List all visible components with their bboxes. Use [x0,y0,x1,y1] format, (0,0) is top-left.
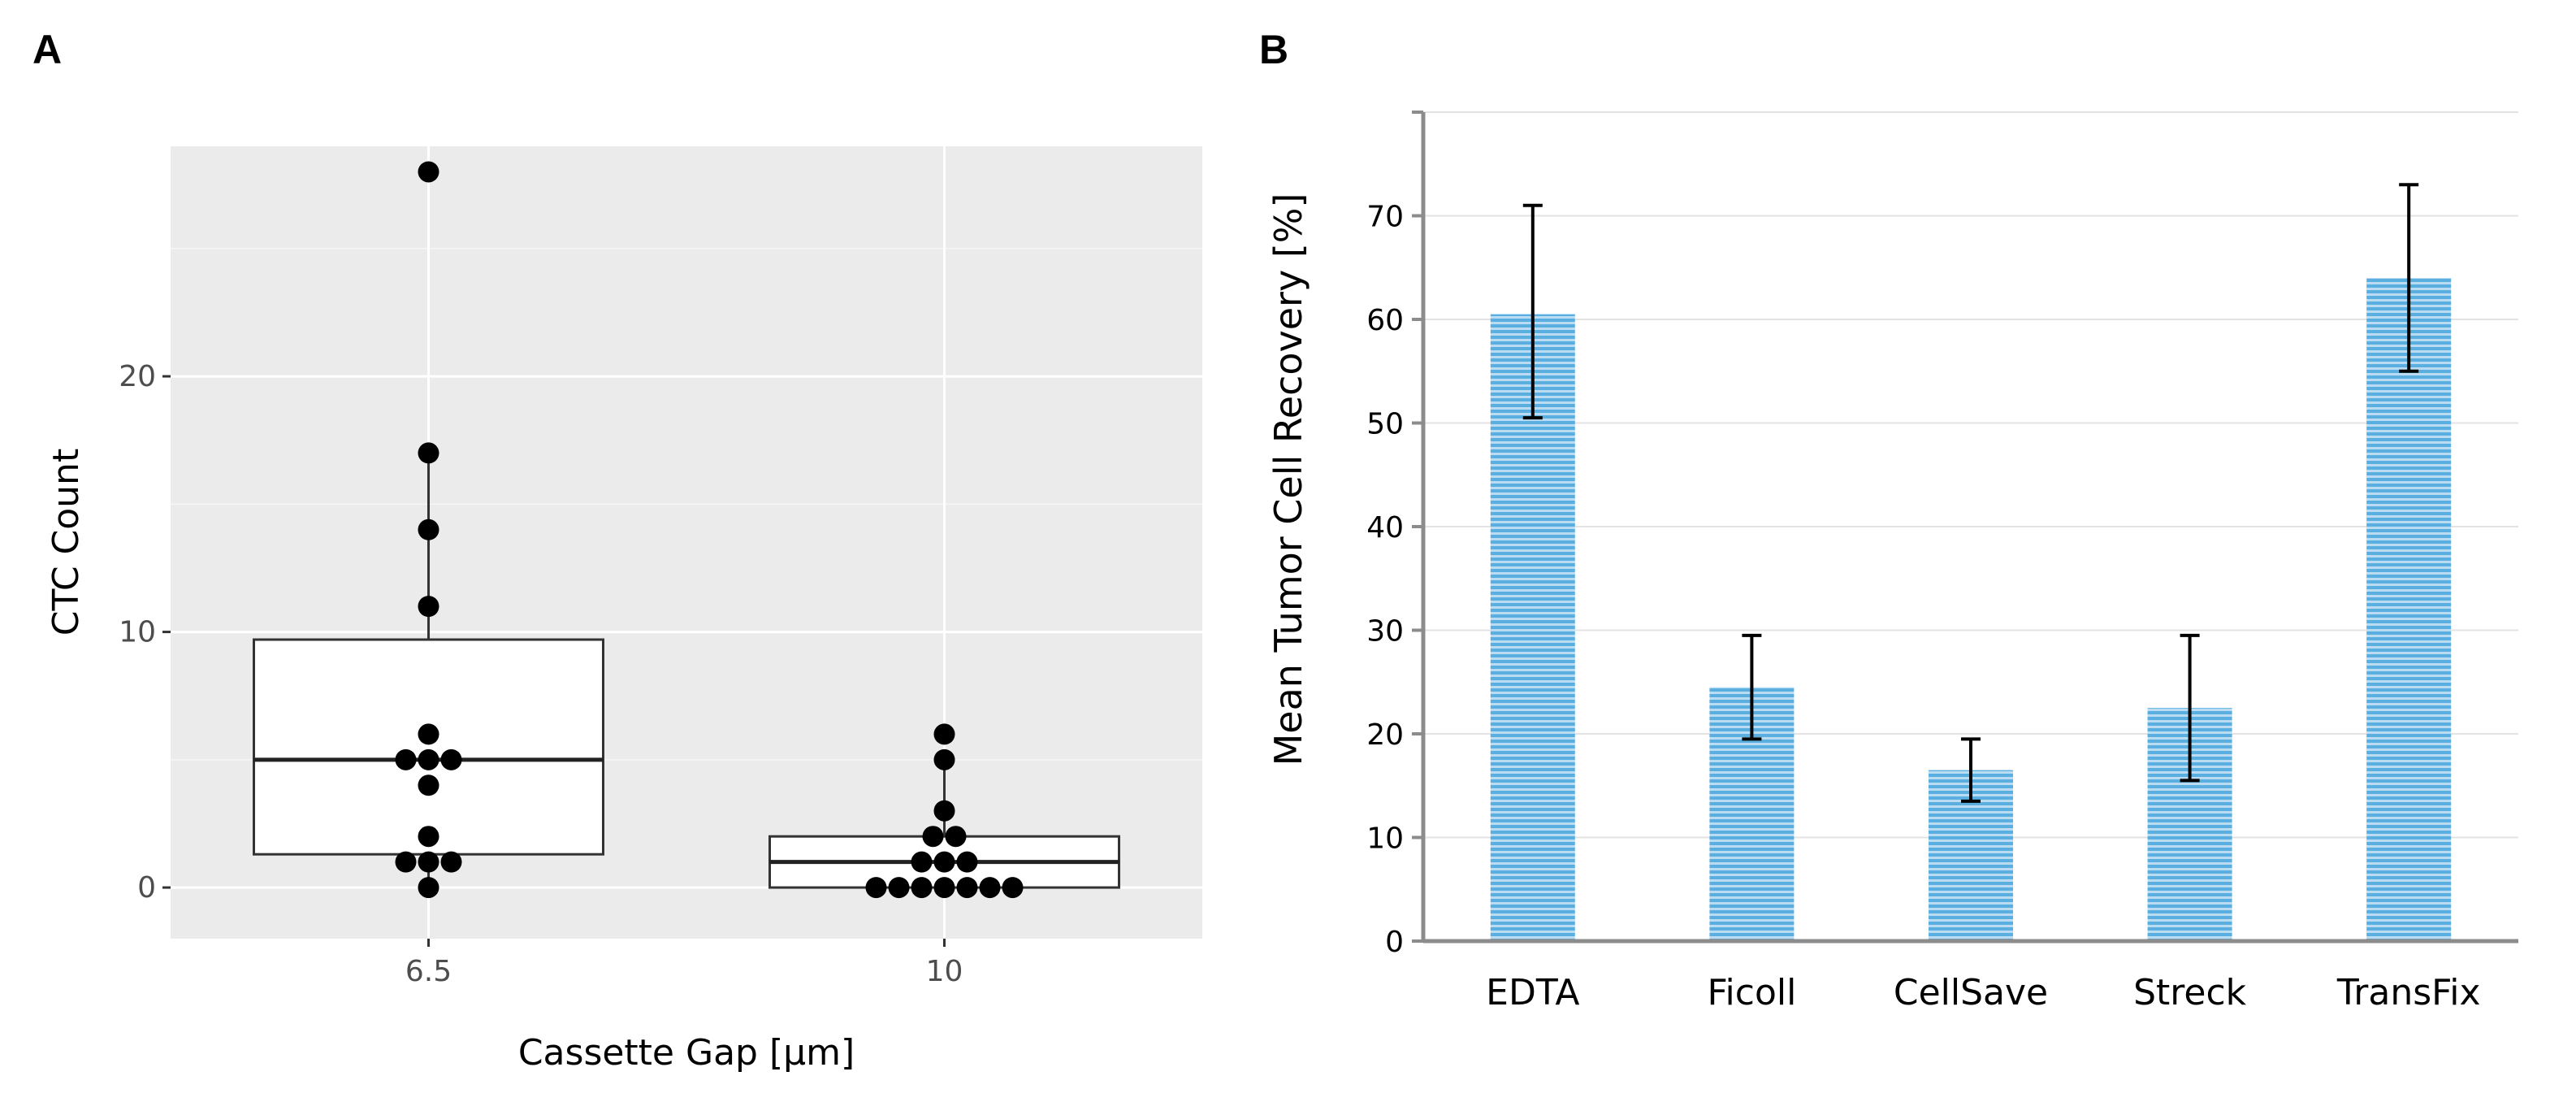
y-tick-label-b: 30 [1366,615,1404,649]
y-tick-label-b: 20 [1366,718,1404,752]
x-tick-label-a: 10 [926,955,963,988]
data-point [418,826,439,848]
data-point [418,851,439,873]
data-point [418,877,439,899]
data-point [933,748,955,770]
data-point [418,596,439,618]
bar-chart: 0 10 20 30 40 50 60 70 EDTA Ficoll CellSave Streck T… [1266,111,2518,1013]
y-tick-label-a: 20 [119,360,156,393]
data-point [418,442,439,464]
data-point [888,877,910,899]
panel-b-label: B [1259,27,1288,72]
x-axis-title-a: Cassette Gap [µm] [518,1032,855,1074]
data-point [395,748,417,770]
box [253,638,604,856]
y-tick-label-a: 0 [137,871,156,905]
x-category-label-b: TransFix [2336,972,2481,1013]
y-tick-label-b: 10 [1366,822,1404,856]
data-point [945,826,967,848]
data-point [933,800,955,822]
x-category-label-b: Ficoll [1707,972,1796,1013]
bar [2366,278,2452,941]
data-point [1002,877,1024,899]
data-point [911,877,933,899]
y-tick-label-b: 40 [1366,511,1404,544]
y-tick-label-a: 10 [119,616,156,649]
y-tick-label-b: 70 [1366,201,1404,234]
data-point [933,851,955,873]
data-point [418,748,439,770]
x-category-label-b: Streck [2133,972,2247,1013]
data-point [440,851,462,873]
data-point [418,161,439,183]
data-point [956,851,978,873]
x-category-label-b: CellSave [1894,972,2048,1013]
y-axis-title-a: CTC Count [45,449,87,636]
data-point [922,826,944,848]
y-tick-label-b: 50 [1366,408,1404,441]
boxplot-chart: 0 10 20 6.5 10 CTC Count Cassette Gap [µm] [45,146,1202,1074]
data-point [865,877,887,899]
data-point [418,774,439,796]
data-point [956,877,978,899]
data-point [418,723,439,745]
data-point [933,723,955,745]
y-tick-label-b: 0 [1385,926,1404,959]
data-point [440,748,462,770]
data-point [979,877,1001,899]
data-point [395,851,417,873]
y-axis-title-b: Mean Tumor Cell Recovery [%] [1266,193,1310,766]
data-point [933,877,955,899]
data-point [911,851,933,873]
y-tick-label-b: 60 [1366,304,1404,337]
panel-a-label: A [32,27,62,72]
x-tick-label-a: 6.5 [405,955,452,988]
data-point [418,518,439,540]
x-category-label-b: EDTA [1486,972,1579,1013]
